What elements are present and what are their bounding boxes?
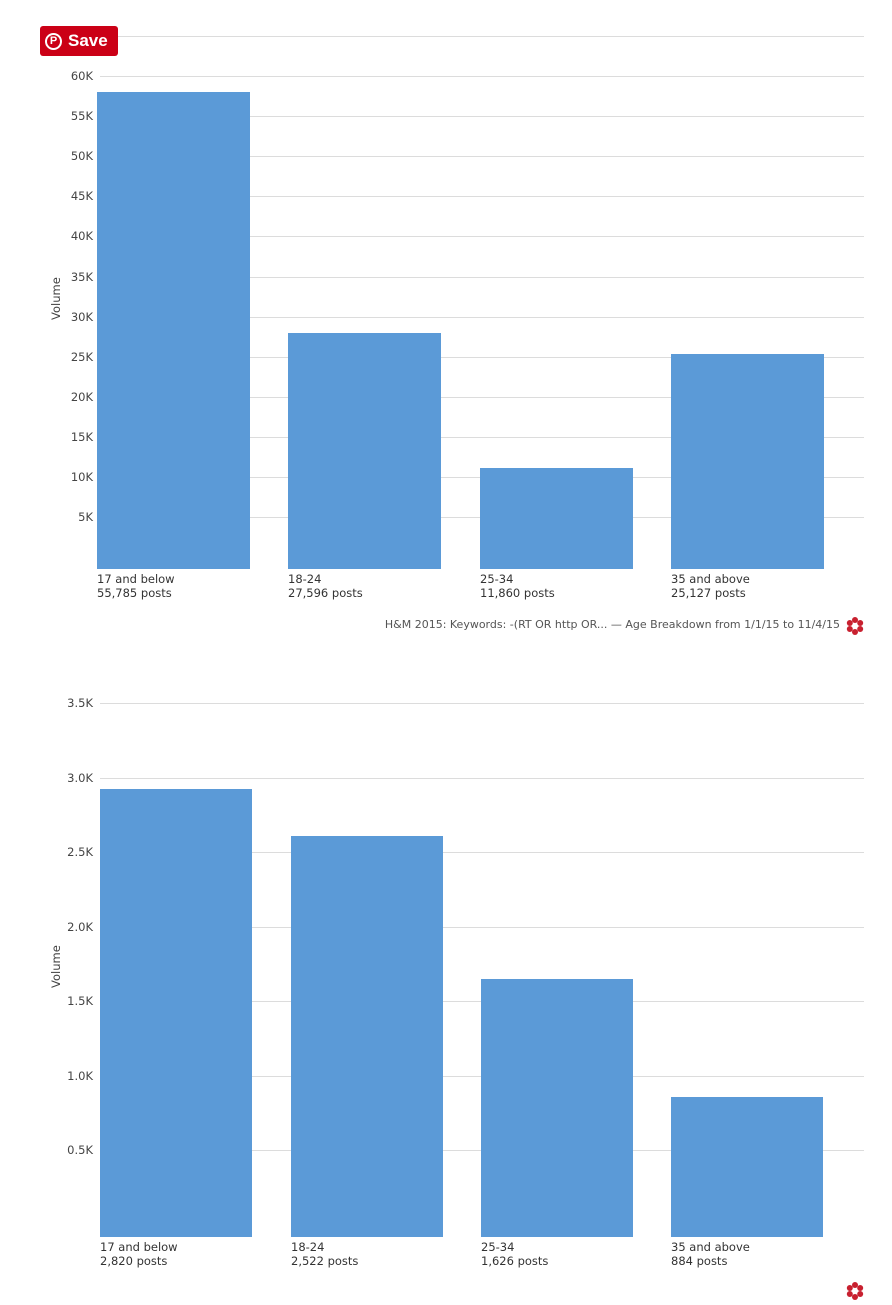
gridline <box>100 196 864 198</box>
category-label: 17 and below 55,785 posts <box>97 572 175 600</box>
gridline <box>100 236 864 238</box>
y-tick-label: 50K <box>70 149 93 164</box>
category-post-count: 2,820 posts <box>100 1254 168 1268</box>
category-label: 17 and below 2,820 posts <box>100 1240 178 1268</box>
y-tick-label: 40K <box>70 229 93 244</box>
y-tick-label: 15K <box>70 429 93 444</box>
y-tick-label: 55K <box>70 109 93 124</box>
y-tick-label: 5K <box>78 510 93 525</box>
category-post-count: 25,127 posts <box>671 586 746 600</box>
gridline <box>100 356 864 358</box>
brand-logo-icon <box>845 616 865 640</box>
category-name: 17 and below <box>97 572 175 586</box>
bar-25-34[interactable] <box>481 978 633 1237</box>
category-post-count: 2,522 posts <box>291 1254 359 1268</box>
brand-logo-icon <box>845 1281 865 1305</box>
y-tick-label: 1.5K <box>67 994 93 1008</box>
category-name: 35 and above <box>671 572 750 586</box>
bar-17-and-below[interactable] <box>100 789 252 1237</box>
category-name: 18-24 <box>291 1240 325 1254</box>
gridline <box>100 156 864 158</box>
category-post-count: 1,626 posts <box>481 1254 549 1268</box>
gridline <box>100 436 864 438</box>
category-label: 18-24 2,522 posts <box>291 1240 358 1268</box>
category-name: 35 and above <box>671 1240 750 1254</box>
category-post-count: 11,860 posts <box>480 586 555 600</box>
gridline <box>118 36 864 37</box>
category-label: 35 and above 884 posts <box>671 1240 750 1268</box>
y-tick-label: 2.5K <box>67 845 93 859</box>
y-tick-label: 1.0K <box>67 1068 93 1083</box>
y-tick-label: 10K <box>70 470 93 484</box>
gridline <box>100 703 864 704</box>
bar-35-and-above[interactable] <box>671 354 824 569</box>
gridline <box>100 76 864 77</box>
bar-35-and-above[interactable] <box>671 1096 823 1237</box>
y-tick-label: 3.5K <box>67 696 93 710</box>
bar-18-24[interactable] <box>291 836 443 1237</box>
gridline <box>100 852 864 853</box>
gridline <box>100 116 864 118</box>
bar-25-34[interactable] <box>480 467 633 569</box>
save-label: Save <box>68 31 108 50</box>
y-axis-label: Volume <box>49 277 63 320</box>
gridline <box>100 316 864 318</box>
gridline <box>100 276 864 278</box>
gridline <box>100 777 864 779</box>
category-label: 35 and above 25,127 posts <box>671 572 750 600</box>
category-label: 25-34 1,626 posts <box>481 1240 548 1268</box>
category-label: 18-24 27,596 posts <box>288 572 363 600</box>
category-name: 25-34 <box>481 1240 515 1254</box>
chart-footer-caption: H&M 2015: Keywords: -(RT OR http OR... —… <box>384 618 840 631</box>
y-tick-label: 20K <box>70 389 93 404</box>
y-tick-label: 35K <box>70 269 93 284</box>
gridline <box>100 396 864 398</box>
y-tick-label: 2.0K <box>67 919 93 934</box>
y-tick-label: 30K <box>70 309 93 324</box>
category-name: 25-34 <box>480 572 514 586</box>
y-axis-label: Volume <box>49 945 63 988</box>
category-label: 25-34 11,860 posts <box>480 572 555 600</box>
y-tick-label: 3.0K <box>67 770 93 785</box>
pinterest-save-button[interactable]: P Save <box>40 26 118 56</box>
category-name: 17 and below <box>100 1240 178 1254</box>
gridline <box>100 926 864 928</box>
y-tick-label: 45K <box>70 189 93 204</box>
y-tick-label: 0.5K <box>67 1143 93 1157</box>
category-post-count: 27,596 posts <box>288 586 363 600</box>
y-tick-label: 25K <box>70 349 93 364</box>
y-tick-label: 60K <box>70 69 93 83</box>
category-post-count: 884 posts <box>671 1254 728 1268</box>
pinterest-icon: P <box>45 32 62 50</box>
category-name: 18-24 <box>288 572 322 586</box>
category-post-count: 55,785 posts <box>97 586 172 600</box>
bar-17-and-below[interactable] <box>97 92 250 569</box>
bar-18-24[interactable] <box>288 333 441 569</box>
